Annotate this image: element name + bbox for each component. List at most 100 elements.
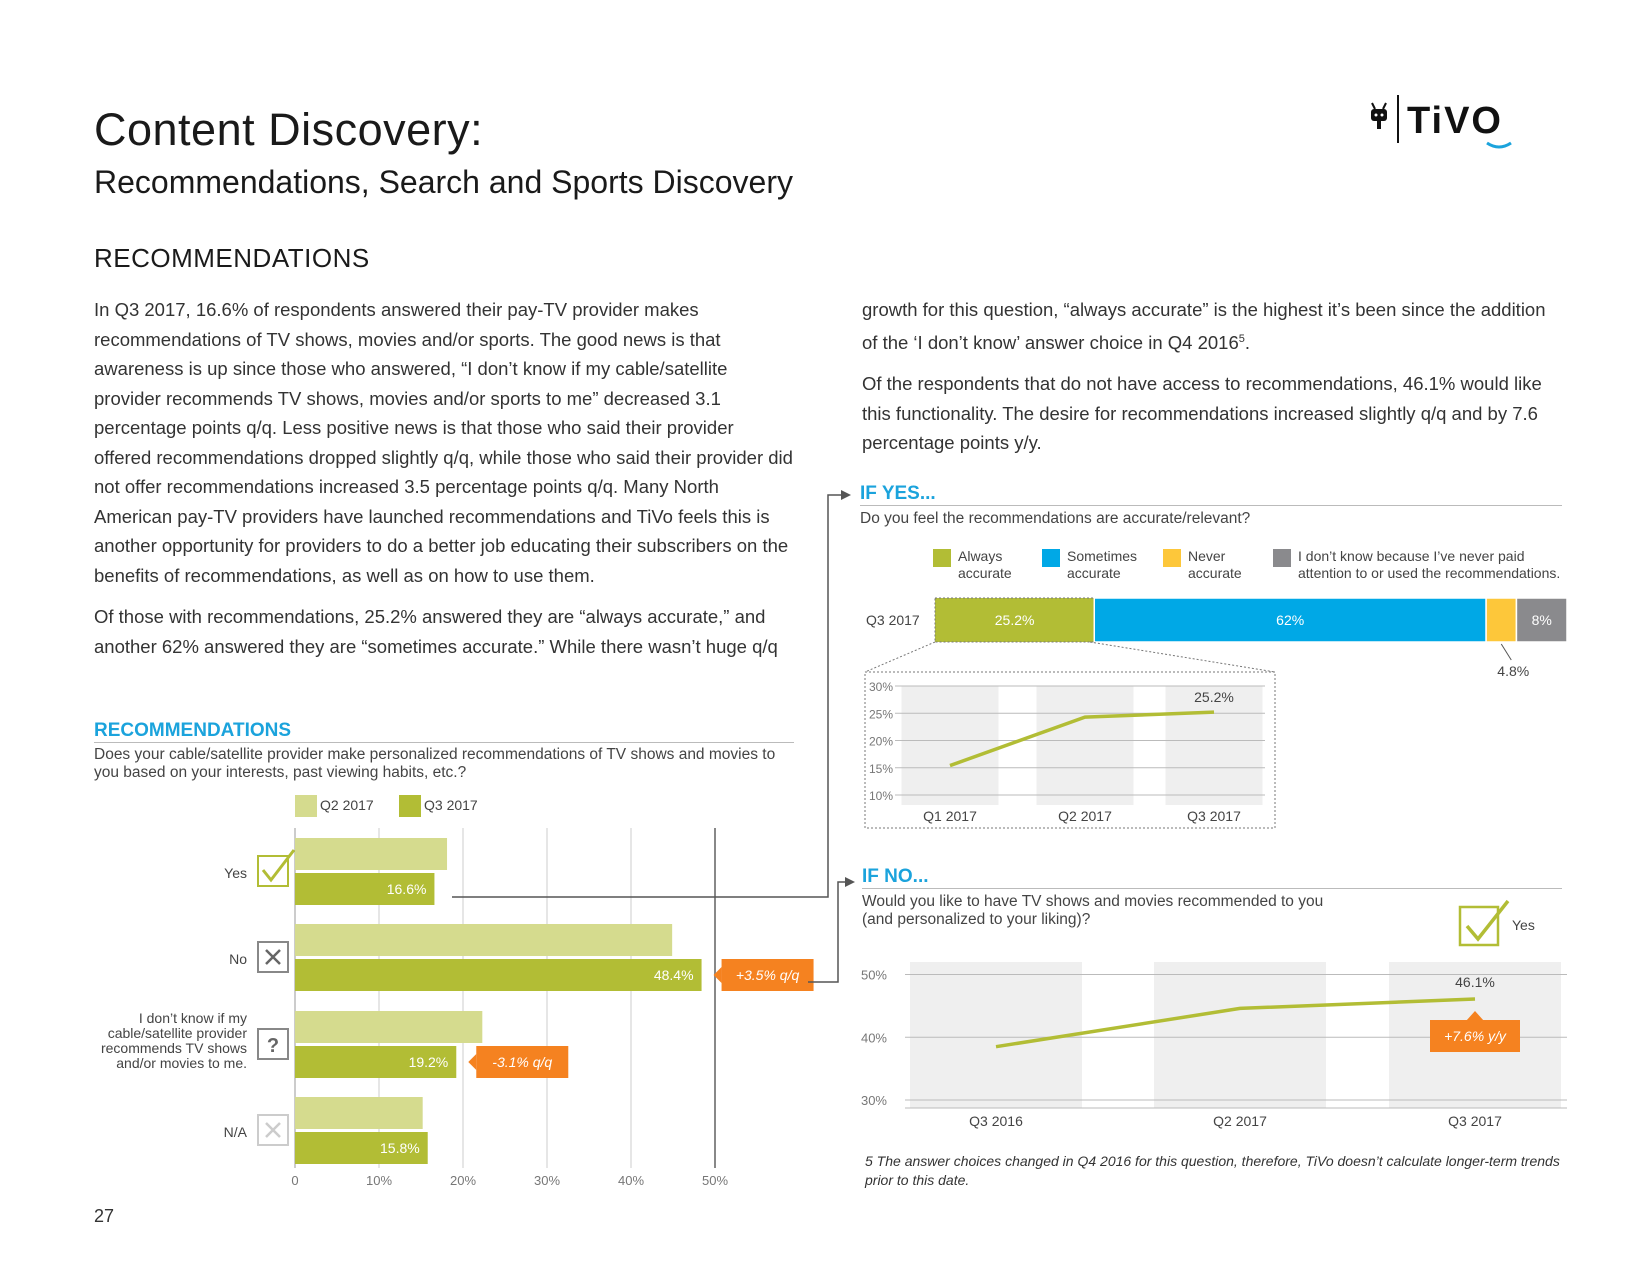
body-left-column: In Q3 2017, 16.6% of respondents answere… bbox=[94, 295, 794, 673]
page-subtitle: Recommendations, Search and Sports Disco… bbox=[94, 164, 793, 200]
x-tick-label: 50% bbox=[702, 1173, 728, 1188]
column-band bbox=[901, 686, 999, 805]
divider bbox=[860, 505, 1562, 506]
footnote-ref: 5 bbox=[1238, 332, 1245, 345]
stacked-bar-segment bbox=[1093, 597, 1487, 643]
category-label: I don’t know if my bbox=[139, 1010, 247, 1026]
y-tick-label: 25% bbox=[869, 707, 893, 721]
legend-swatch bbox=[1273, 549, 1291, 567]
callout-label: -3.1% q/q bbox=[492, 1054, 552, 1070]
callout-pointer bbox=[713, 967, 722, 983]
logo-wordmark: TiVO bbox=[1407, 100, 1503, 142]
x-icon bbox=[257, 1114, 289, 1146]
bar-q2-2017 bbox=[295, 1011, 483, 1043]
legend-label: Always bbox=[958, 548, 1002, 564]
yes-label: Yes bbox=[1512, 917, 1535, 933]
x-tick-label: 0 bbox=[291, 1173, 298, 1188]
y-tick-label: 15% bbox=[869, 762, 893, 776]
category-label: N/A bbox=[224, 1124, 248, 1140]
segment-value-label: 8% bbox=[1532, 612, 1552, 628]
check-icon bbox=[1458, 899, 1510, 947]
x-tick-label: 20% bbox=[450, 1173, 476, 1188]
connector-line-yes bbox=[452, 494, 845, 898]
legend-label: accurate bbox=[958, 565, 1012, 581]
y-tick-label: 30% bbox=[861, 1093, 887, 1108]
yes-chart-question: Do you feel the recommendations are accu… bbox=[860, 510, 1251, 527]
body-paragraph: Of the respondents that do not have acce… bbox=[862, 373, 1542, 454]
callout-badge bbox=[721, 959, 814, 991]
question-icon: ? bbox=[257, 1028, 289, 1060]
zoom-guide-lines bbox=[864, 641, 1276, 673]
trend-end-label: 46.1% bbox=[1455, 974, 1495, 990]
body-paragraph: In Q3 2017, 16.6% of respondents answere… bbox=[94, 299, 793, 586]
column-band bbox=[1165, 686, 1263, 805]
x-tick-label: 10% bbox=[366, 1173, 392, 1188]
category-label: cable/satellite provider bbox=[108, 1025, 248, 1041]
x-tick-label: Q3 2016 bbox=[969, 1113, 1023, 1129]
body-paragraph: growth for this question, “always accura… bbox=[862, 299, 1546, 353]
legend-label: Sometimes bbox=[1067, 548, 1137, 564]
legend-label: attention to or used the recommendations… bbox=[1298, 565, 1560, 581]
segment-value-label: 62% bbox=[1276, 612, 1304, 628]
x-tick-label: 40% bbox=[618, 1173, 644, 1188]
stacked-bar-segment bbox=[935, 598, 1095, 642]
bar-q3-2017 bbox=[295, 959, 702, 991]
x-tick-label: Q2 2017 bbox=[1058, 808, 1112, 824]
category-label: recommends TV shows bbox=[101, 1040, 247, 1056]
connector-line-no bbox=[808, 881, 849, 983]
column-band bbox=[1154, 962, 1326, 1108]
y-tick-label: 10% bbox=[869, 789, 893, 803]
legend-label: accurate bbox=[1067, 565, 1121, 581]
column-band bbox=[910, 962, 1082, 1108]
y-tick-label: 20% bbox=[869, 735, 893, 749]
category-label: Yes bbox=[224, 865, 247, 881]
legend-swatch-q3-2017 bbox=[399, 795, 421, 817]
bar-q2-2017 bbox=[295, 838, 448, 870]
rec-chart-heading: RECOMMENDATIONS bbox=[94, 720, 292, 741]
segment-value-label: 25.2% bbox=[995, 612, 1035, 628]
callout-badge bbox=[476, 1046, 569, 1078]
check-icon bbox=[257, 849, 296, 887]
tivo-logo: TiVO bbox=[1367, 95, 1552, 160]
footnote: 5 The answer choices changed in Q4 2016 … bbox=[865, 1153, 1560, 1188]
connector-arrow-icon bbox=[841, 490, 851, 500]
trend-end-label: 25.2% bbox=[1194, 689, 1234, 705]
callout-label: +3.5% q/q bbox=[736, 967, 800, 983]
tivo-mascot-icon bbox=[1371, 102, 1387, 129]
callout-pointer bbox=[1466, 1011, 1484, 1022]
callout-badge bbox=[1430, 1020, 1520, 1053]
stacked-bar-segment bbox=[1515, 597, 1568, 643]
bar-value-label: 48.4% bbox=[654, 967, 694, 983]
bar-value-label: 15.8% bbox=[380, 1140, 420, 1156]
connector-arrow-icon bbox=[845, 877, 855, 887]
section-title: RECOMMENDATIONS bbox=[94, 243, 370, 273]
y-tick-label: 40% bbox=[861, 1030, 887, 1045]
no-chart-heading: IF NO... bbox=[862, 866, 929, 887]
legend-swatch bbox=[1042, 549, 1060, 567]
bar-value-label: 16.6% bbox=[387, 881, 427, 897]
x-tick-label: Q2 2017 bbox=[1213, 1113, 1267, 1129]
yes-chart-heading: IF YES... bbox=[860, 483, 936, 504]
stacked-bar-segment bbox=[1485, 597, 1518, 643]
column-band bbox=[1036, 686, 1134, 805]
y-tick-label: 30% bbox=[869, 680, 893, 694]
segment-value-label: 4.8% bbox=[1497, 663, 1529, 679]
stacked-bar-category-label: Q3 2017 bbox=[866, 612, 920, 628]
body-right-column: growth for this question, “always accura… bbox=[862, 295, 1562, 470]
legend-label: accurate bbox=[1188, 565, 1242, 581]
rec-chart-question: Does your cable/satellite provider make … bbox=[94, 746, 776, 781]
callout-label: +7.6% y/y bbox=[1444, 1028, 1507, 1044]
page-title: Content Discovery: bbox=[94, 104, 484, 155]
bar-q2-2017 bbox=[295, 1097, 423, 1129]
x-icon bbox=[257, 941, 289, 973]
label-leader-line bbox=[1500, 643, 1512, 661]
trend-line bbox=[995, 997, 1476, 1049]
legend-swatch-q2-2017 bbox=[295, 795, 317, 817]
y-tick-label: 50% bbox=[861, 968, 887, 983]
bar-q3-2017 bbox=[295, 873, 435, 905]
bar-q3-2017 bbox=[295, 1132, 428, 1164]
x-tick-label: 30% bbox=[534, 1173, 560, 1188]
bar-value-label: 19.2% bbox=[409, 1054, 449, 1070]
legend-swatch bbox=[1163, 549, 1181, 567]
